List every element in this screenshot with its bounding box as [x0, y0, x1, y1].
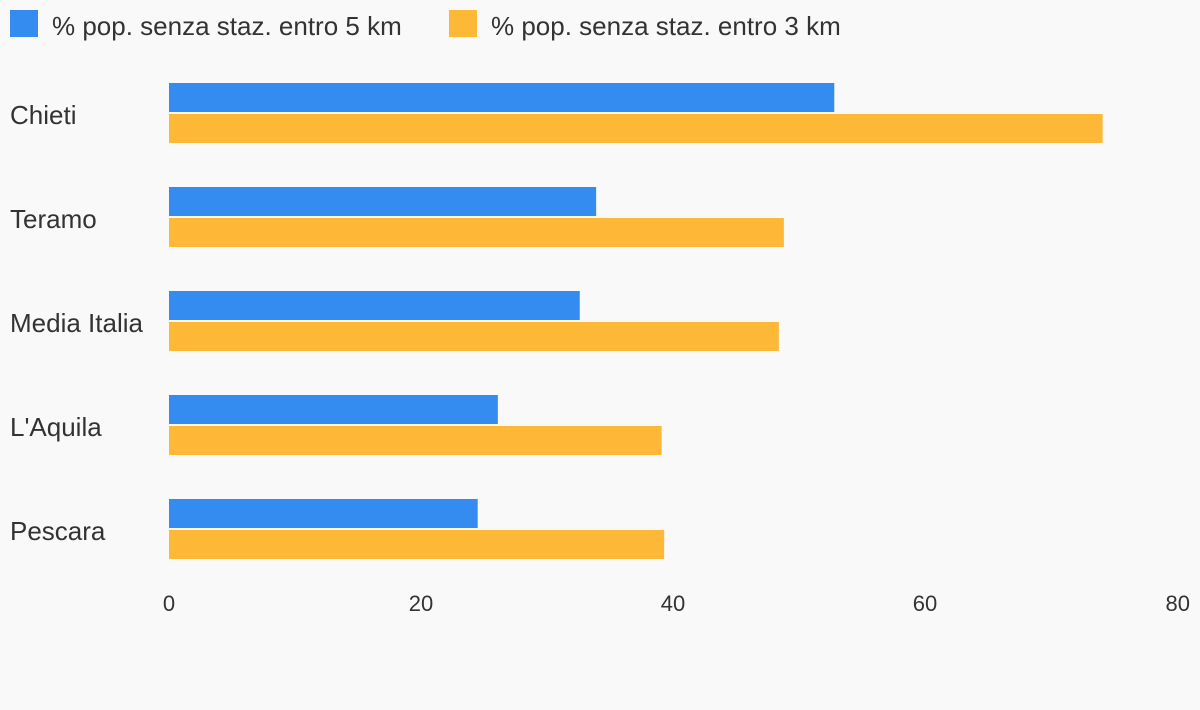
bar-2-media-italia	[169, 322, 779, 351]
category-label: Teramo	[10, 204, 97, 234]
bar-2-l-aquila	[169, 426, 662, 455]
x-tick-label: 40	[661, 591, 685, 616]
bar-2-teramo	[169, 218, 784, 247]
legend-swatch-1	[10, 10, 38, 37]
x-tick-label: 20	[409, 591, 433, 616]
bar-1-l-aquila	[169, 395, 498, 424]
bar-1-media-italia	[169, 291, 580, 320]
x-tick-label: 80	[1166, 591, 1190, 616]
legend-label-2: % pop. senza staz. entro 3 km	[491, 11, 841, 41]
bar-2-chieti	[169, 114, 1103, 143]
legend: % pop. senza staz. entro 5 km % pop. senz…	[10, 10, 841, 41]
bar-1-teramo	[169, 187, 597, 216]
category-label: Chieti	[10, 100, 76, 130]
x-tick-label: 60	[913, 591, 937, 616]
x-axis: 0 20 40 60 80	[163, 591, 1190, 616]
bar-2-pescara	[169, 530, 665, 559]
bar-1-pescara	[169, 499, 478, 528]
category-label: L'Aquila	[10, 412, 102, 442]
category-label: Media Italia	[10, 308, 143, 338]
legend-swatch-2	[449, 10, 477, 37]
x-tick-label: 0	[163, 591, 175, 616]
category-labels: Chieti Teramo Media Italia L'Aquila Pescara	[10, 100, 143, 546]
bars	[169, 83, 1103, 559]
category-label: Pescara	[10, 516, 106, 546]
bar-1-chieti	[169, 83, 835, 112]
legend-label-1: % pop. senza staz. entro 5 km	[52, 11, 402, 41]
